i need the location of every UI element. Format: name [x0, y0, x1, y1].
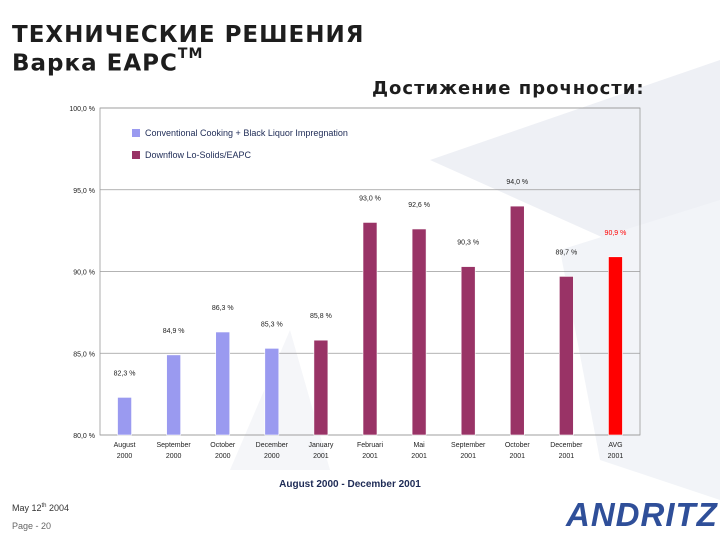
bar-value-label: 93,0 % [359, 195, 381, 202]
footer-page-number: Page - 20 [12, 521, 52, 531]
footer-date-sup: th [41, 503, 47, 509]
footer-date-prefix: May 12 [12, 503, 42, 513]
x-tick-year-label: 2001 [608, 453, 624, 460]
y-tick-label: 85,0 % [73, 351, 95, 358]
bar [509, 205, 525, 436]
bar-value-label: 85,8 % [310, 313, 332, 320]
legend: Conventional Cooking + Black Liquor Impr… [118, 124, 410, 168]
bar [166, 354, 181, 436]
legend-label: Conventional Cooking + Black Liquor Impr… [145, 128, 348, 138]
slide-title: ТЕХНИЧЕСКИЕ РЕШЕНИЯ [12, 22, 365, 48]
bar-value-label: 82,3 % [114, 370, 136, 377]
x-tick-label: September [157, 442, 192, 449]
x-tick-year-label: 2001 [313, 453, 329, 460]
bar-value-label: 94,0 % [506, 179, 528, 186]
x-tick-year-label: 2001 [411, 453, 427, 460]
bar [608, 256, 623, 436]
bar [411, 228, 427, 436]
bar-value-label: 90,9 % [605, 230, 627, 237]
chart-heading: Достижение прочности: [372, 78, 645, 99]
x-tick-label: December [550, 442, 583, 449]
x-tick-year-label: 2000 [264, 453, 280, 460]
y-tick-label: 90,0 % [73, 270, 95, 277]
legend-swatch [132, 129, 140, 137]
x-tick-label: January [308, 442, 333, 449]
bar [264, 348, 280, 436]
y-tick-label: 100,0 % [69, 106, 95, 113]
bar-value-label: 89,7 % [555, 249, 577, 256]
x-tick-label: Februari [357, 442, 384, 449]
x-tick-label: Mai [413, 442, 425, 449]
x-tick-label: AVG [608, 442, 622, 449]
x-tick-label: September [451, 442, 486, 449]
legend-swatch [132, 151, 140, 159]
legend-label: Downflow Lo-Solids/EAPC [145, 150, 252, 160]
x-axis-title: August 2000 - December 2001 [279, 479, 421, 490]
bar [559, 276, 574, 436]
x-tick-year-label: 2001 [509, 453, 525, 460]
bar-value-label: 85,3 % [261, 321, 283, 328]
x-tick-label: October [210, 442, 236, 449]
trademark-mark: TM [177, 46, 204, 62]
label-layer: 80,0 % 85,0 % 90,0 % 95,0 % 100,0 % 82,3 % Aug… [69, 106, 626, 490]
bar-value-label: 86,3 % [212, 305, 234, 312]
x-tick-year-label: 2000 [166, 453, 182, 460]
x-tick-label: December [256, 442, 289, 449]
legend-box [118, 124, 410, 168]
bar-value-label: 90,3 % [457, 240, 479, 247]
y-tick-label: 95,0 % [73, 188, 95, 195]
title-text: Варка EAPC [12, 50, 178, 77]
bar [117, 397, 132, 436]
bar-layer [117, 205, 623, 436]
slide-subtitle-line: Варка EAPCTM [12, 46, 203, 77]
x-tick-year-label: 2000 [215, 453, 231, 460]
x-tick-label: October [505, 442, 531, 449]
bar [362, 222, 378, 436]
bar-value-label: 92,6 % [408, 202, 430, 209]
x-tick-year-label: 2001 [362, 453, 378, 460]
x-tick-year-label: 2000 [117, 453, 133, 460]
x-tick-label: August [114, 442, 136, 449]
x-tick-year-label: 2001 [460, 453, 476, 460]
bar [215, 331, 231, 436]
bar [460, 266, 476, 436]
bar [313, 339, 329, 436]
bar-value-label: 84,9 % [163, 328, 185, 335]
footer-date: May 12th 2004 [12, 503, 69, 513]
x-tick-year-label: 2001 [559, 453, 575, 460]
andritz-logo: ANDRITZ [566, 496, 718, 533]
footer-date-suffix: 2004 [46, 503, 70, 513]
y-tick-label: 80,0 % [73, 433, 95, 440]
